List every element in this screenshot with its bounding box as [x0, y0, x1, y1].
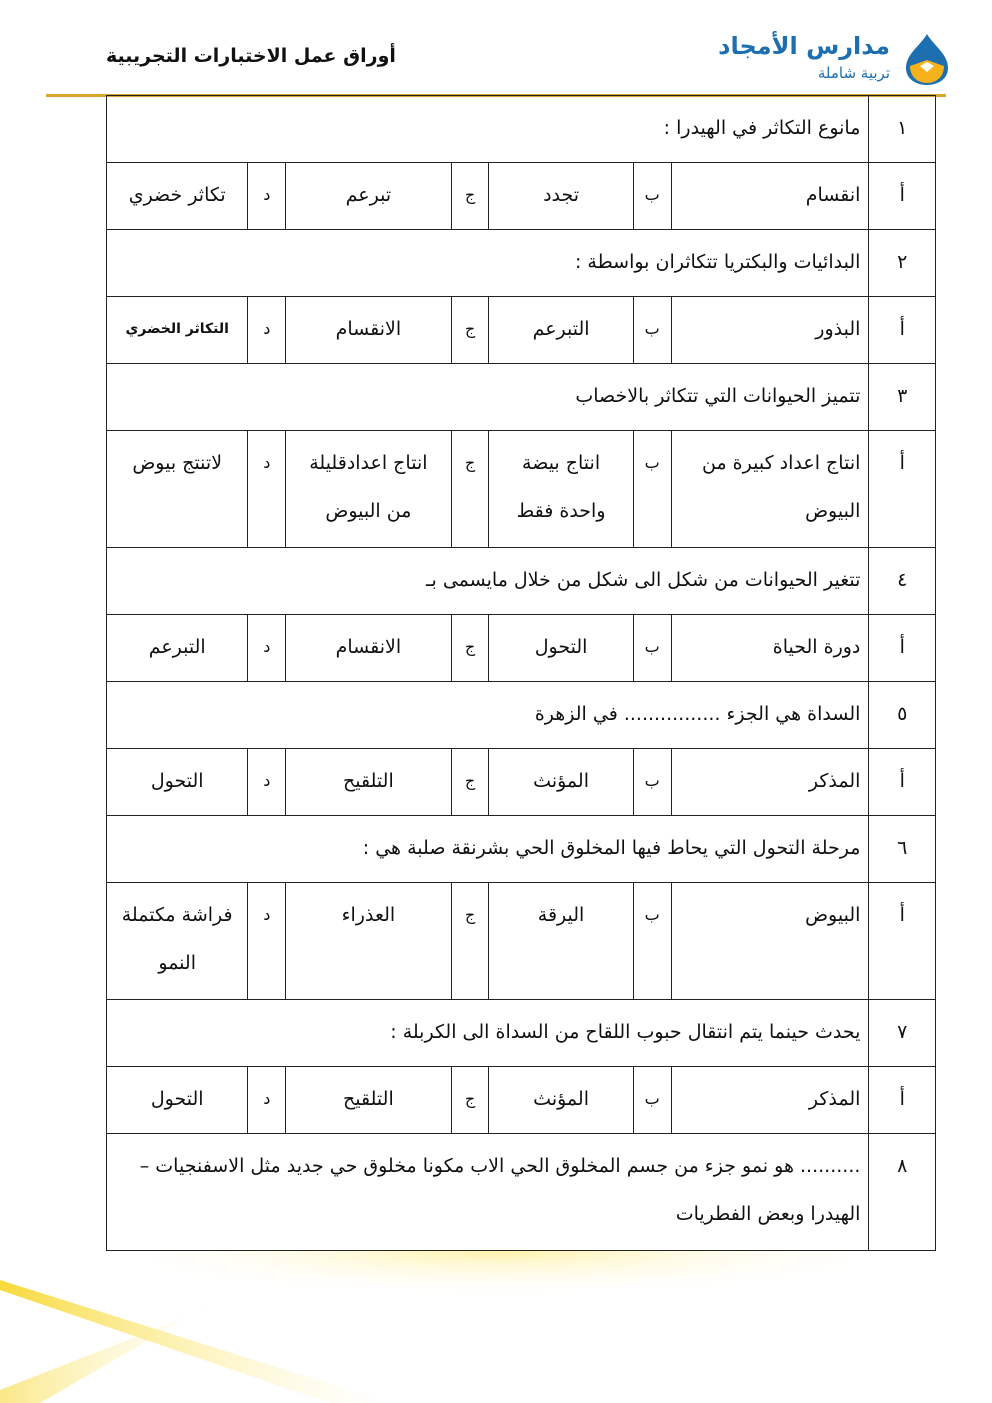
option-a[interactable]: انقسام: [670, 162, 870, 230]
options-row: أ انقسام ب تجدد ج تبرعم د تكاثر خضري: [105, 162, 936, 230]
option-c[interactable]: الانقسام: [285, 614, 452, 682]
question-number: ٧: [868, 999, 936, 1067]
option-d[interactable]: فراشة مكتملة النمو: [105, 882, 249, 1000]
option-label-b: ب: [632, 1066, 672, 1134]
question-number: ٣: [868, 363, 936, 431]
options-row: أ انتاج اعداد كبيرة من البيوض ب انتاج بيضة …: [105, 430, 936, 548]
option-label-a: أ: [868, 1066, 936, 1134]
question-text: مانوع التكاثر في الهيدرا :: [105, 95, 870, 163]
option-label-d: د: [247, 882, 287, 1000]
option-a[interactable]: المذكر: [670, 748, 870, 816]
question-text: مرحلة التحول التي يحاط فيها المخلوق الحي…: [105, 815, 870, 883]
option-label-b: ب: [632, 882, 672, 1000]
option-d[interactable]: لاتنتج بيوض: [105, 430, 249, 548]
option-b[interactable]: تجدد: [488, 162, 634, 230]
question-text: تتغير الحيوانات من شكل الى شكل من خلال م…: [105, 547, 870, 615]
option-label-d: د: [247, 614, 287, 682]
option-label-c: ج: [450, 430, 490, 548]
question-row: ٣ تتميز الحيوانات التي تتكاثر بالاخصاب: [105, 363, 936, 431]
option-c[interactable]: تبرعم: [285, 162, 452, 230]
option-label-d: د: [247, 296, 287, 364]
questions-table: ١ مانوع التكاثر في الهيدرا : أ انقسام ب تجدد…: [105, 95, 936, 1251]
question-number: ٥: [868, 681, 936, 749]
option-a[interactable]: المذكر: [670, 1066, 870, 1134]
option-label-d: د: [247, 162, 287, 230]
option-label-a: أ: [868, 430, 936, 548]
question-row: ٧ يحدث حينما يتم انتقال حبوب اللقاح من ا…: [105, 999, 936, 1067]
option-label-d: د: [247, 748, 287, 816]
question-row: ٤ تتغير الحيوانات من شكل الى شكل من خلال…: [105, 547, 936, 615]
option-b[interactable]: اليرقة: [488, 882, 634, 1000]
option-label-b: ب: [632, 614, 672, 682]
option-b[interactable]: التحول: [488, 614, 634, 682]
option-c[interactable]: الانقسام: [285, 296, 452, 364]
decorative-light-rays: [0, 1250, 850, 1403]
option-label-b: ب: [632, 748, 672, 816]
logo-drop-icon: [906, 34, 948, 85]
option-d[interactable]: التبرعم: [105, 614, 249, 682]
question-number: ٢: [868, 229, 936, 297]
option-d[interactable]: التكاثر الخضري: [105, 296, 249, 364]
question-number: ٤: [868, 547, 936, 615]
option-a[interactable]: البذور: [670, 296, 870, 364]
options-row: أ البذور ب التبرعم ج الانقسام د التكاثر الخضري: [105, 296, 936, 364]
question-text: يحدث حينما يتم انتقال حبوب اللقاح من الس…: [105, 999, 870, 1067]
question-row: ٢ البدائيات والبكتريا تتكاثران بواسطة :: [105, 229, 936, 297]
question-row: ٥ السداة هي الجزء ................ في ال…: [105, 681, 936, 749]
logo-tagline: تربية شاملة: [817, 64, 890, 82]
option-label-a: أ: [868, 296, 936, 364]
option-label-a: أ: [868, 162, 936, 230]
options-row: أ دورة الحياة ب التحول ج الانقسام د التبرعم: [105, 614, 936, 682]
option-b[interactable]: المؤنث: [488, 748, 634, 816]
options-row: أ المذكر ب المؤنث ج التلقيح د التحول: [105, 1066, 936, 1134]
option-b[interactable]: المؤنث: [488, 1066, 634, 1134]
option-a[interactable]: انتاج اعداد كبيرة من البيوض: [670, 430, 870, 548]
option-label-c: ج: [450, 882, 490, 1000]
option-d[interactable]: التحول: [105, 748, 249, 816]
option-label-b: ب: [632, 162, 672, 230]
options-row: أ البيوض ب اليرقة ج العذراء د فراشة مكتملة النم…: [105, 882, 936, 1000]
option-label-a: أ: [868, 882, 936, 1000]
question-row: ٨ .......... هو نمو جزء من جسم المخلوق ا…: [105, 1133, 936, 1251]
question-row: ١ مانوع التكاثر في الهيدرا :: [105, 95, 936, 163]
option-label-c: ج: [450, 1066, 490, 1134]
option-label-a: أ: [868, 614, 936, 682]
option-label-c: ج: [450, 748, 490, 816]
logo-name: مدارس الأمجاد: [718, 32, 890, 60]
question-number: ٦: [868, 815, 936, 883]
option-b[interactable]: التبرعم: [488, 296, 634, 364]
option-d[interactable]: التحول: [105, 1066, 249, 1134]
option-b[interactable]: انتاج بيضة واحدة فقط: [488, 430, 634, 548]
option-c[interactable]: انتاج اعدادقليلة من البيوض: [285, 430, 452, 548]
option-a[interactable]: البيوض: [670, 882, 870, 1000]
option-c[interactable]: التلقيح: [285, 1066, 452, 1134]
question-text: السداة هي الجزء ................ في الزه…: [105, 681, 870, 749]
question-number: ١: [868, 95, 936, 163]
option-label-c: ج: [450, 162, 490, 230]
option-c[interactable]: التلقيح: [285, 748, 452, 816]
question-text: البدائيات والبكتريا تتكاثران بواسطة :: [105, 229, 870, 297]
option-label-b: ب: [632, 430, 672, 548]
option-label-d: د: [247, 1066, 287, 1134]
question-text: .......... هو نمو جزء من جسم المخلوق الح…: [105, 1133, 870, 1251]
option-d[interactable]: تكاثر خضري: [105, 162, 249, 230]
school-logo: مدارس الأمجاد تربية شاملة: [718, 30, 950, 90]
option-c[interactable]: العذراء: [285, 882, 452, 1000]
option-label-a: أ: [868, 748, 936, 816]
option-label-c: ج: [450, 296, 490, 364]
page-title: أوراق عمل الاختبارات التجريبية: [106, 45, 396, 67]
options-row: أ المذكر ب المؤنث ج التلقيح د التحول: [105, 748, 936, 816]
option-label-c: ج: [450, 614, 490, 682]
question-text: تتميز الحيوانات التي تتكاثر بالاخصاب: [105, 363, 870, 431]
option-label-b: ب: [632, 296, 672, 364]
question-number: ٨: [868, 1133, 936, 1251]
option-a[interactable]: دورة الحياة: [670, 614, 870, 682]
option-label-d: د: [247, 430, 287, 548]
question-row: ٦ مرحلة التحول التي يحاط فيها المخلوق ال…: [105, 815, 936, 883]
